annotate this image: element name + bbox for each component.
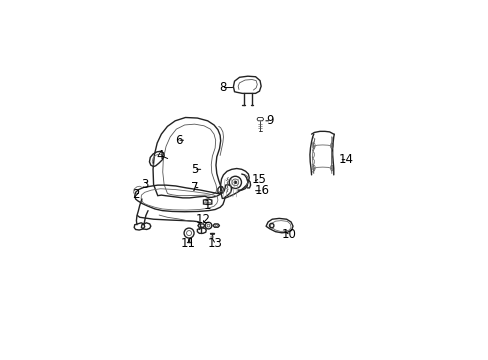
Text: 2: 2 xyxy=(132,188,139,201)
Text: 3: 3 xyxy=(142,177,149,190)
Text: 8: 8 xyxy=(219,81,226,94)
Text: 4: 4 xyxy=(157,149,164,162)
Circle shape xyxy=(233,181,236,184)
Text: 13: 13 xyxy=(207,237,222,250)
Text: 7: 7 xyxy=(190,181,198,194)
Text: 15: 15 xyxy=(251,172,266,185)
Text: 11: 11 xyxy=(181,237,195,250)
Text: 12: 12 xyxy=(196,213,210,226)
Text: 16: 16 xyxy=(254,184,269,197)
Text: 14: 14 xyxy=(338,153,353,166)
Text: 9: 9 xyxy=(266,114,273,127)
Text: 5: 5 xyxy=(191,163,199,176)
Text: 10: 10 xyxy=(282,228,296,241)
Text: 6: 6 xyxy=(174,134,182,147)
Text: 1: 1 xyxy=(203,199,211,212)
